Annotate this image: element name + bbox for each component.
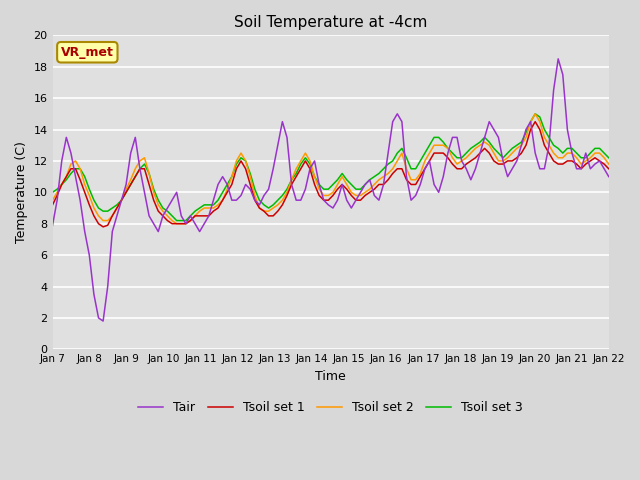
Tsoil set 2 <box>356 192 364 198</box>
Tsoil set 3 <box>182 218 189 224</box>
X-axis label: Time: Time <box>316 370 346 383</box>
Tsoil set 3 <box>232 161 240 167</box>
Tsoil set 1 <box>407 181 415 187</box>
Tsoil set 3 <box>356 186 364 192</box>
Tsoil set 3 <box>173 218 180 224</box>
Tair <box>605 174 612 180</box>
Y-axis label: Temperature (C): Temperature (C) <box>15 142 28 243</box>
Tsoil set 1 <box>356 197 364 203</box>
Tsoil set 3 <box>531 111 539 117</box>
Tsoil set 1 <box>49 202 56 208</box>
Tair <box>596 158 604 164</box>
Tair <box>182 221 189 227</box>
Legend: Tair, Tsoil set 1, Tsoil set 2, Tsoil set 3: Tair, Tsoil set 1, Tsoil set 2, Tsoil se… <box>133 396 528 420</box>
Tair <box>99 318 107 324</box>
Tsoil set 1 <box>605 166 612 172</box>
Line: Tair: Tair <box>52 59 609 321</box>
Tsoil set 3 <box>49 190 56 195</box>
Tsoil set 1 <box>232 166 240 172</box>
Line: Tsoil set 1: Tsoil set 1 <box>52 121 609 227</box>
Tsoil set 2 <box>182 221 189 227</box>
Tsoil set 1 <box>99 224 107 230</box>
Line: Tsoil set 3: Tsoil set 3 <box>52 114 609 221</box>
Tsoil set 2 <box>232 158 240 164</box>
Tsoil set 2 <box>531 111 539 117</box>
Tair <box>573 166 580 172</box>
Tair <box>554 56 562 62</box>
Line: Tsoil set 2: Tsoil set 2 <box>52 114 609 224</box>
Tsoil set 3 <box>596 145 604 151</box>
Tsoil set 1 <box>531 119 539 124</box>
Tair <box>356 190 364 195</box>
Tsoil set 2 <box>173 221 180 227</box>
Tsoil set 1 <box>573 161 580 167</box>
Tair <box>407 197 415 203</box>
Tair <box>232 197 240 203</box>
Tsoil set 2 <box>573 155 580 161</box>
Tsoil set 3 <box>605 155 612 161</box>
Tsoil set 1 <box>596 158 604 164</box>
Text: VR_met: VR_met <box>61 46 114 59</box>
Tsoil set 2 <box>605 161 612 167</box>
Title: Soil Temperature at -4cm: Soil Temperature at -4cm <box>234 15 428 30</box>
Tsoil set 3 <box>407 166 415 172</box>
Tsoil set 2 <box>596 150 604 156</box>
Tsoil set 1 <box>182 221 189 227</box>
Tsoil set 2 <box>407 177 415 182</box>
Tsoil set 3 <box>573 150 580 156</box>
Tair <box>49 222 56 228</box>
Tsoil set 2 <box>49 197 56 203</box>
